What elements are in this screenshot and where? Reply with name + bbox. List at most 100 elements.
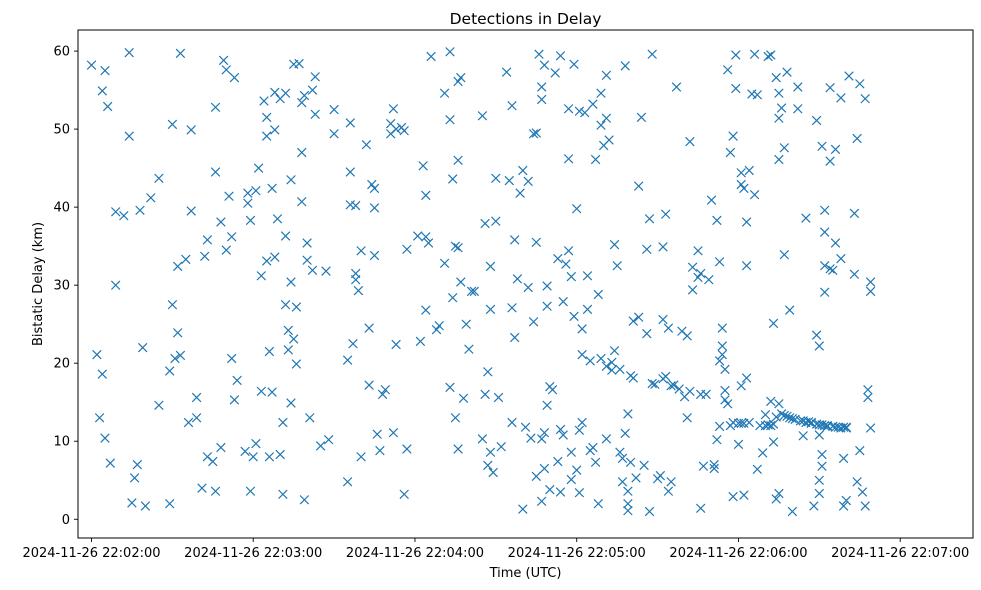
data-point — [154, 400, 164, 411]
data-point — [793, 82, 803, 92]
data-point — [577, 324, 587, 334]
data-point — [488, 467, 498, 478]
data-point — [445, 47, 455, 57]
data-point — [814, 341, 825, 351]
data-point — [574, 487, 585, 498]
data-point — [216, 217, 226, 227]
data-point — [515, 188, 525, 198]
data-point — [623, 498, 633, 509]
data-point — [817, 449, 827, 460]
data-point — [172, 261, 183, 272]
data-point — [299, 90, 310, 101]
data-point — [528, 317, 539, 327]
data-point — [102, 101, 113, 112]
data-point — [216, 442, 226, 453]
data-point — [642, 244, 652, 255]
scatter-points — [86, 47, 876, 517]
data-point — [453, 242, 463, 253]
data-point — [819, 260, 830, 271]
data-point — [450, 241, 461, 251]
data-point — [518, 504, 528, 514]
data-point — [518, 165, 528, 176]
data-point — [210, 167, 221, 177]
data-point — [140, 501, 151, 511]
data-point — [838, 422, 849, 432]
data-point — [256, 271, 267, 281]
data-point — [776, 409, 787, 419]
data-point — [779, 249, 790, 260]
data-point — [278, 489, 288, 500]
data-point — [642, 328, 652, 339]
data-point — [323, 434, 334, 445]
x-tick-label: 2024-11-26 22:04:00 — [346, 546, 484, 561]
data-point — [218, 55, 229, 66]
data-point — [671, 82, 682, 92]
x-tick-label: 2024-11-26 22:03:00 — [184, 546, 322, 561]
data-point — [774, 154, 784, 165]
data-point — [798, 431, 808, 441]
data-point — [280, 231, 291, 241]
data-point — [623, 409, 633, 419]
data-point — [811, 330, 822, 340]
data-point — [531, 237, 542, 248]
data-point — [261, 112, 272, 123]
data-point — [286, 277, 296, 287]
data-point — [658, 242, 668, 252]
data-point — [261, 256, 272, 266]
data-point — [100, 65, 110, 76]
data-point — [542, 301, 552, 311]
data-point — [170, 353, 180, 364]
data-point — [547, 384, 558, 395]
data-point — [865, 423, 876, 433]
data-point — [728, 491, 738, 502]
data-point — [647, 49, 657, 59]
data-point — [571, 203, 582, 214]
data-point — [650, 379, 660, 390]
x-axis-ticks: 2024-11-26 22:02:00 2024-11-26 22:03:00 20… — [22, 538, 969, 561]
data-point — [356, 452, 366, 462]
data-point — [94, 413, 105, 423]
data-point — [825, 264, 835, 274]
data-point — [588, 442, 598, 453]
data-point — [186, 206, 196, 216]
data-point — [674, 384, 684, 394]
data-point — [601, 113, 612, 123]
data-point — [267, 387, 277, 397]
data-point — [782, 67, 792, 77]
data-point — [849, 269, 860, 279]
data-point — [485, 304, 496, 315]
data-point — [377, 389, 388, 400]
data-point — [782, 411, 792, 422]
data-point — [421, 190, 431, 201]
data-point — [208, 456, 218, 467]
data-point — [612, 260, 622, 271]
data-point — [485, 447, 496, 457]
data-point — [251, 185, 261, 196]
data-point — [356, 246, 366, 256]
data-point — [367, 179, 377, 190]
data-point — [119, 210, 129, 221]
data-point — [294, 58, 304, 69]
data-point — [480, 389, 490, 400]
data-point — [305, 413, 315, 423]
data-point — [421, 305, 431, 315]
data-point — [399, 489, 409, 500]
data-point — [633, 312, 644, 322]
data-point — [863, 392, 873, 403]
data-point — [248, 452, 258, 462]
data-point — [793, 104, 803, 114]
data-point — [766, 396, 776, 407]
data-point — [464, 344, 474, 354]
data-point — [623, 505, 633, 516]
data-point — [439, 258, 450, 269]
data-point — [348, 338, 358, 349]
data-point — [819, 205, 830, 216]
data-point — [752, 90, 763, 100]
data-point — [299, 495, 310, 505]
data-point — [364, 323, 374, 333]
data-point — [439, 88, 450, 98]
data-point — [496, 441, 506, 452]
data-point — [509, 332, 520, 343]
data-point — [191, 392, 202, 403]
data-point — [731, 83, 741, 94]
